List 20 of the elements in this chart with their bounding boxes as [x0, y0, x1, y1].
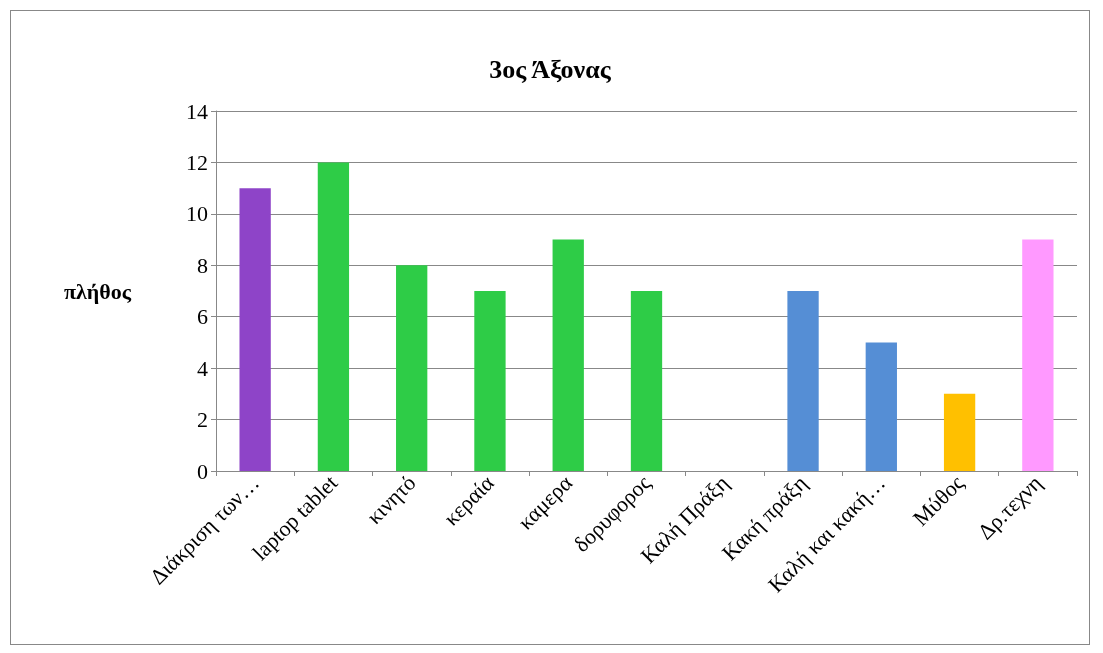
bar: [630, 291, 663, 471]
y-tick-label: 4: [197, 355, 208, 381]
bar: [396, 265, 428, 471]
bar: [317, 162, 350, 471]
y-tick-label: 6: [197, 304, 208, 330]
bar: [943, 393, 976, 471]
chart-title: 3ος Άξονας: [489, 54, 612, 84]
bar: [239, 188, 271, 471]
bar: [1022, 239, 1054, 471]
y-tick-label: 0: [197, 458, 208, 484]
y-tick-label: 14: [186, 98, 208, 124]
y-tick-label: 12: [186, 149, 208, 175]
bar: [787, 291, 819, 471]
bar: [865, 342, 897, 471]
y-axis-title: πλήθος: [63, 278, 132, 304]
y-tick-label: 8: [197, 252, 208, 278]
bar: [552, 239, 584, 471]
y-tick-label: 10: [186, 201, 208, 227]
bar: [474, 291, 506, 471]
y-tick-label: 2: [197, 407, 208, 433]
